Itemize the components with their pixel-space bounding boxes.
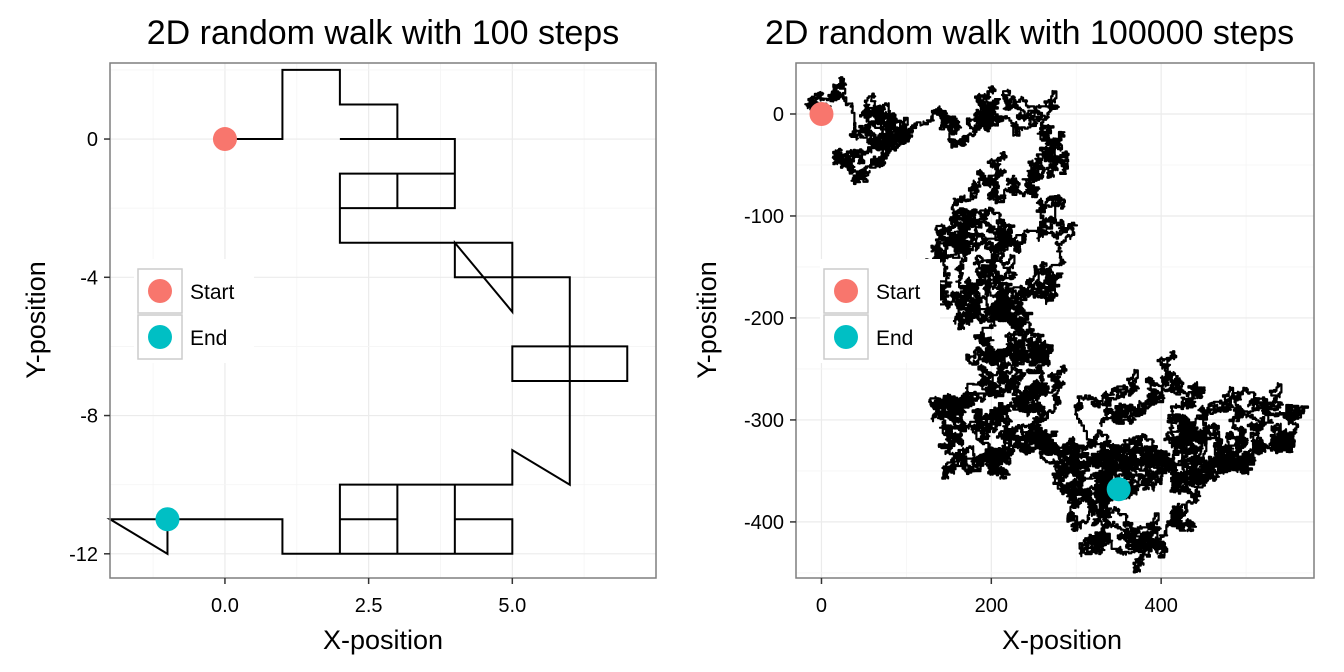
legend: Start End — [134, 259, 254, 363]
y-tick-label: -8 — [80, 406, 98, 428]
end-marker — [1106, 477, 1131, 502]
chart-title: 2D random walk with 100000 steps — [765, 14, 1294, 52]
panel-border — [109, 62, 657, 579]
chart-panel-100-steps: Start End 0.0 2.5 5.0 0 -4 -8 -12 2D random wal… — [21, 14, 657, 655]
x-tick-label: 5.0 — [498, 595, 526, 617]
y-tick-label: 0 — [87, 129, 98, 151]
x-axis-title: X-position — [323, 625, 443, 655]
y-tick-label: 0 — [773, 104, 784, 126]
chart-panel-100000-steps: Start End 0 200 400 0 -100 -200 -300 -400 2D ran… — [692, 14, 1315, 655]
y-tick-label: -200 — [744, 308, 784, 330]
axis-ticks: 0.0 2.5 5.0 0 -4 -8 -12 — [69, 129, 526, 617]
legend-key-end — [148, 325, 172, 349]
legend: Start End — [820, 259, 940, 363]
legend-key-end — [834, 325, 858, 349]
end-marker — [155, 507, 180, 532]
legend-label-start: Start — [190, 281, 235, 304]
y-tick-label: -12 — [69, 544, 98, 566]
y-tick-label: -4 — [80, 267, 98, 289]
x-tick-label: 2.5 — [355, 595, 383, 617]
walk-path-layer — [106, 68, 629, 556]
legend-label-end: End — [190, 327, 227, 350]
start-marker — [809, 101, 834, 126]
start-marker — [212, 127, 237, 152]
x-tick-label: 400 — [1144, 595, 1177, 617]
panel-border — [795, 62, 1315, 579]
legend-key-box — [137, 268, 183, 314]
y-axis-title: Y-position — [692, 261, 722, 379]
legend-key-start — [834, 279, 858, 303]
marker-layer — [809, 101, 1131, 502]
x-tick-label: 0 — [816, 595, 827, 617]
legend-label-start: Start — [876, 281, 921, 304]
x-axis-title: X-position — [1002, 625, 1122, 655]
legend-label-end: End — [876, 327, 913, 350]
y-axis-title: Y-position — [21, 261, 51, 379]
y-tick-label: -400 — [744, 512, 784, 534]
chart-title: 2D random walk with 100 steps — [147, 14, 619, 52]
axis-ticks: 0 200 400 0 -100 -200 -300 -400 — [744, 104, 1178, 617]
x-tick-label: 200 — [975, 595, 1008, 617]
marker-layer — [155, 127, 237, 532]
y-tick-label: -100 — [744, 206, 784, 228]
x-tick-label: 0.0 — [211, 595, 239, 617]
walk-path — [106, 68, 629, 556]
legend-key-start — [148, 279, 172, 303]
walk-path — [804, 76, 1310, 574]
y-tick-label: -300 — [744, 410, 784, 432]
walk-path-layer — [804, 76, 1310, 574]
